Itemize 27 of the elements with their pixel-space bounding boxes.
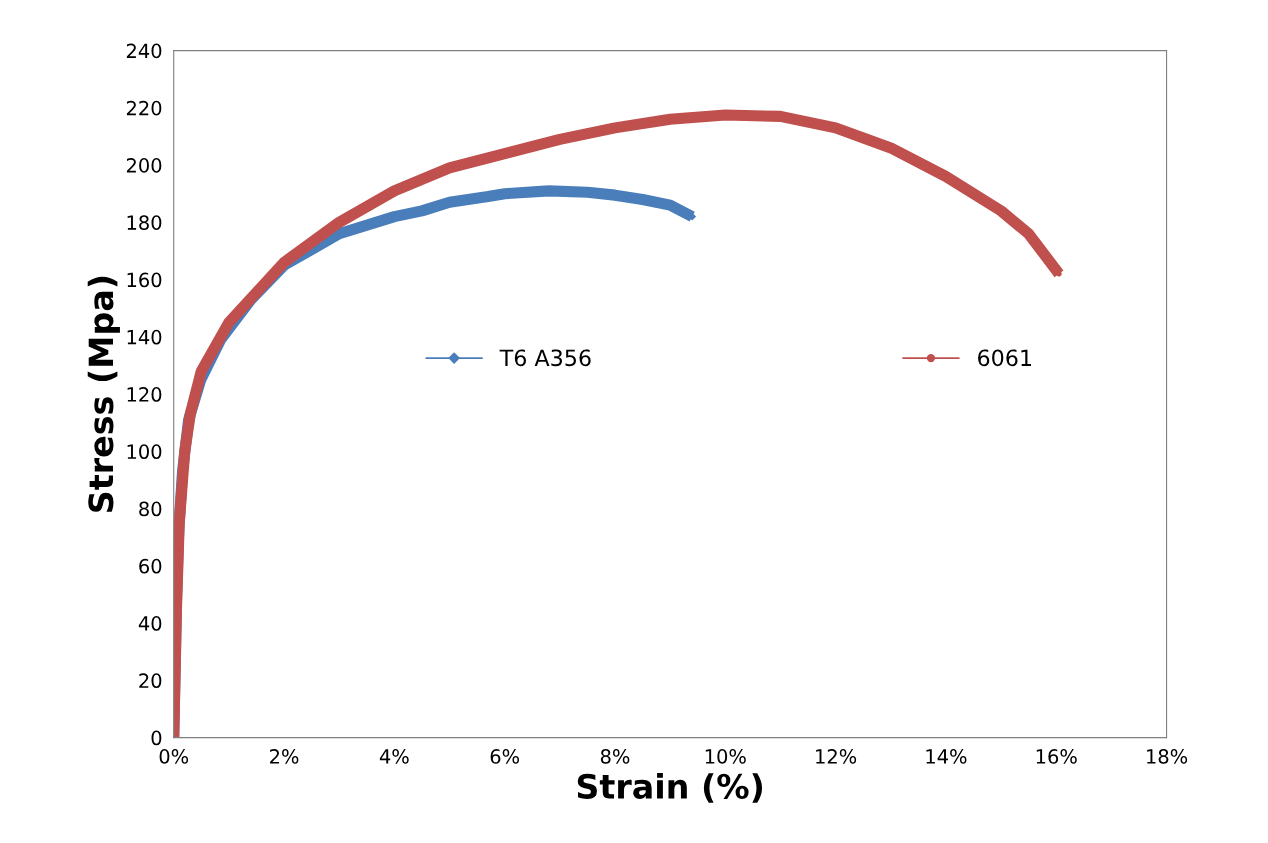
y-tick-label: 20 [139, 673, 162, 689]
y-tick-label: 180 [127, 215, 162, 231]
y-tick-label: 100 [127, 444, 162, 460]
y-tick-label: 60 [139, 558, 162, 574]
y-tick-label: 240 [126, 43, 162, 59]
x-tick-label: 6% [490, 749, 520, 764]
x-tick-label: 8% [600, 749, 630, 764]
y-tick-label: 120 [127, 387, 162, 402]
y-tick-label: 220 [126, 100, 162, 116]
y-axis-title: Stress (Mpa) [87, 276, 120, 512]
y-tick-label: 140 [127, 329, 162, 345]
x-tick-label: 10% [705, 749, 746, 764]
x-tick-label: 0% [159, 749, 189, 764]
y-tick-label: 200 [126, 158, 162, 173]
x-tick-label: 14% [926, 749, 967, 764]
x-tick-label: 16% [1036, 749, 1077, 764]
legend-label: 6061 [978, 349, 1032, 367]
x-axis-title: Strain (%) [577, 773, 763, 803]
legend-label: T6 A356 [499, 349, 591, 367]
y-tick-label: 160 [127, 272, 162, 288]
y-tick-label: 40 [138, 616, 162, 631]
y-tick-label: 80 [139, 501, 162, 517]
x-tick-label: 12% [816, 749, 857, 764]
y-tick-label: 0 [151, 730, 162, 746]
x-tick-label: 18% [1147, 749, 1188, 764]
x-tick-label: 4% [379, 749, 409, 764]
x-tick-label: 2% [270, 749, 299, 764]
